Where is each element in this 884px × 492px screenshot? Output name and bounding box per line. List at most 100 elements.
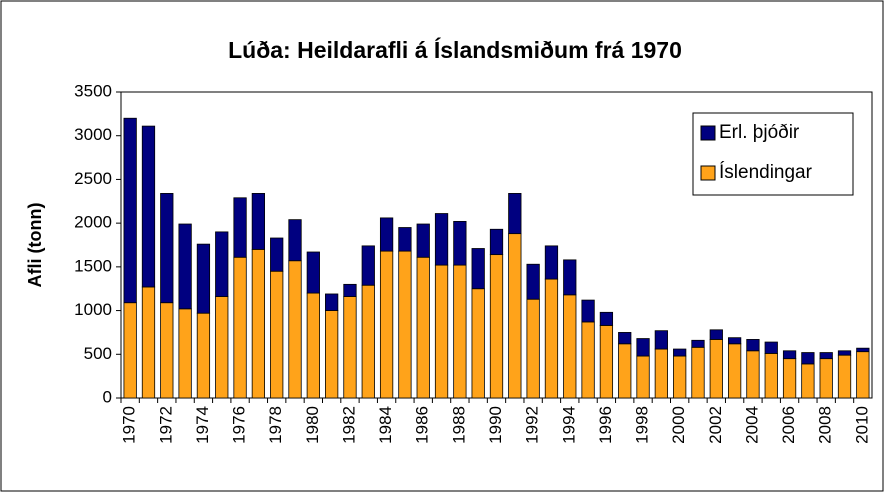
bar-segment xyxy=(691,346,705,399)
x-tick-label: 1974 xyxy=(193,406,212,444)
y-tick-label: 3500 xyxy=(74,81,112,100)
bar-segment xyxy=(654,330,668,350)
legend-swatch xyxy=(700,125,716,141)
bar-segment xyxy=(581,321,595,399)
bar-segment xyxy=(416,256,430,399)
legend-swatch xyxy=(700,165,716,181)
bar-segment xyxy=(361,284,375,399)
bar-segment xyxy=(251,248,266,399)
bar-segment xyxy=(618,343,632,399)
y-tick-label: 1000 xyxy=(74,300,112,319)
chart-title: Lúða: Heildarafli á Íslandsmiðum frá 197… xyxy=(228,36,682,63)
bar-segment xyxy=(581,299,595,323)
legend xyxy=(692,112,854,196)
x-tick-label: 2006 xyxy=(779,406,798,444)
bar-segment xyxy=(233,197,247,258)
bar-segment xyxy=(782,358,797,399)
bar-segment xyxy=(837,350,852,356)
x-tick-label: 1976 xyxy=(230,406,249,444)
x-tick-label: 1988 xyxy=(449,406,468,444)
bar-segment xyxy=(526,298,540,399)
bar-segment xyxy=(453,264,467,399)
bar-segment xyxy=(599,325,614,399)
bar-segment xyxy=(288,219,302,262)
bar-segment xyxy=(819,358,833,399)
bar-segment xyxy=(544,245,559,280)
bar-segment xyxy=(563,294,577,399)
bar-segment xyxy=(764,341,778,354)
y-tick-label: 2500 xyxy=(74,169,112,188)
bar-segment xyxy=(618,332,632,345)
x-tick-label: 2008 xyxy=(816,406,835,444)
bar-segment xyxy=(416,223,430,258)
bar-segment xyxy=(288,260,302,399)
x-tick-label: 2010 xyxy=(852,406,871,444)
bar-segment xyxy=(673,348,687,357)
bar-segment xyxy=(727,337,742,345)
bar-segment xyxy=(508,193,522,235)
bar-segment xyxy=(233,256,247,399)
bar-segment xyxy=(434,213,449,266)
bar-segment xyxy=(178,308,192,399)
bar-segment xyxy=(123,302,137,399)
bar-segment xyxy=(215,231,229,297)
x-tick-label: 2002 xyxy=(706,406,725,444)
x-tick-label: 2004 xyxy=(742,406,761,444)
bar-segment xyxy=(196,243,211,314)
x-tick-label: 1978 xyxy=(266,406,285,444)
bar-segment xyxy=(782,350,797,360)
x-tick-label: 1986 xyxy=(413,406,432,444)
y-tick-label: 1500 xyxy=(74,256,112,275)
bar-segment xyxy=(746,339,760,352)
bar-segment xyxy=(196,312,211,399)
legend-label: Erl. þjóðir xyxy=(719,122,800,143)
y-axis-label: Afli (tonn) xyxy=(25,203,45,288)
x-tick-label: 1990 xyxy=(486,406,505,444)
bar-segment xyxy=(819,352,833,360)
x-tick-label: 1970 xyxy=(120,406,139,444)
bar-segment xyxy=(178,223,192,310)
bar-segment xyxy=(727,343,742,399)
bar-segment xyxy=(544,278,559,399)
bar-segment xyxy=(801,352,815,365)
bar-segment xyxy=(141,286,156,399)
bar-segment xyxy=(270,237,284,272)
bar-segment xyxy=(489,228,504,256)
x-tick-label: 1998 xyxy=(633,406,652,444)
bar-segment xyxy=(691,339,705,348)
bar-segment xyxy=(306,251,320,294)
bar-segment xyxy=(453,220,467,266)
y-tick-label: 2000 xyxy=(74,213,112,232)
bar-segment xyxy=(434,264,449,399)
x-tick-label: 2000 xyxy=(669,406,688,444)
bar-segment xyxy=(856,347,870,353)
bar-segment xyxy=(379,250,394,399)
bar-segment xyxy=(123,117,137,304)
bar-segment xyxy=(306,292,320,399)
bar-segment xyxy=(654,348,668,399)
bar-segment xyxy=(709,329,723,340)
x-tick-label: 1996 xyxy=(596,406,615,444)
bar-segment xyxy=(141,125,156,288)
bar-segment xyxy=(599,311,614,326)
y-tick-label: 500 xyxy=(84,344,112,363)
x-tick-label: 1992 xyxy=(523,406,542,444)
y-tick-label: 0 xyxy=(103,387,112,406)
bar-segment xyxy=(856,351,870,399)
bar-segment xyxy=(764,353,778,399)
bar-segment xyxy=(489,254,504,399)
x-tick-label: 1994 xyxy=(559,406,578,444)
bar-segment xyxy=(361,245,375,286)
x-tick-label: 1984 xyxy=(376,406,395,444)
bar-segment xyxy=(343,296,357,399)
bar-segment xyxy=(636,338,650,357)
bar-segment xyxy=(215,296,229,399)
y-tick-label: 3000 xyxy=(74,125,112,144)
bar-segment xyxy=(526,263,540,300)
x-tick-label: 1982 xyxy=(339,406,358,444)
x-tick-label: 1972 xyxy=(156,406,175,444)
legend-label: Íslendingar xyxy=(719,162,813,183)
bar-segment xyxy=(508,233,522,399)
bar-segment xyxy=(270,270,284,399)
